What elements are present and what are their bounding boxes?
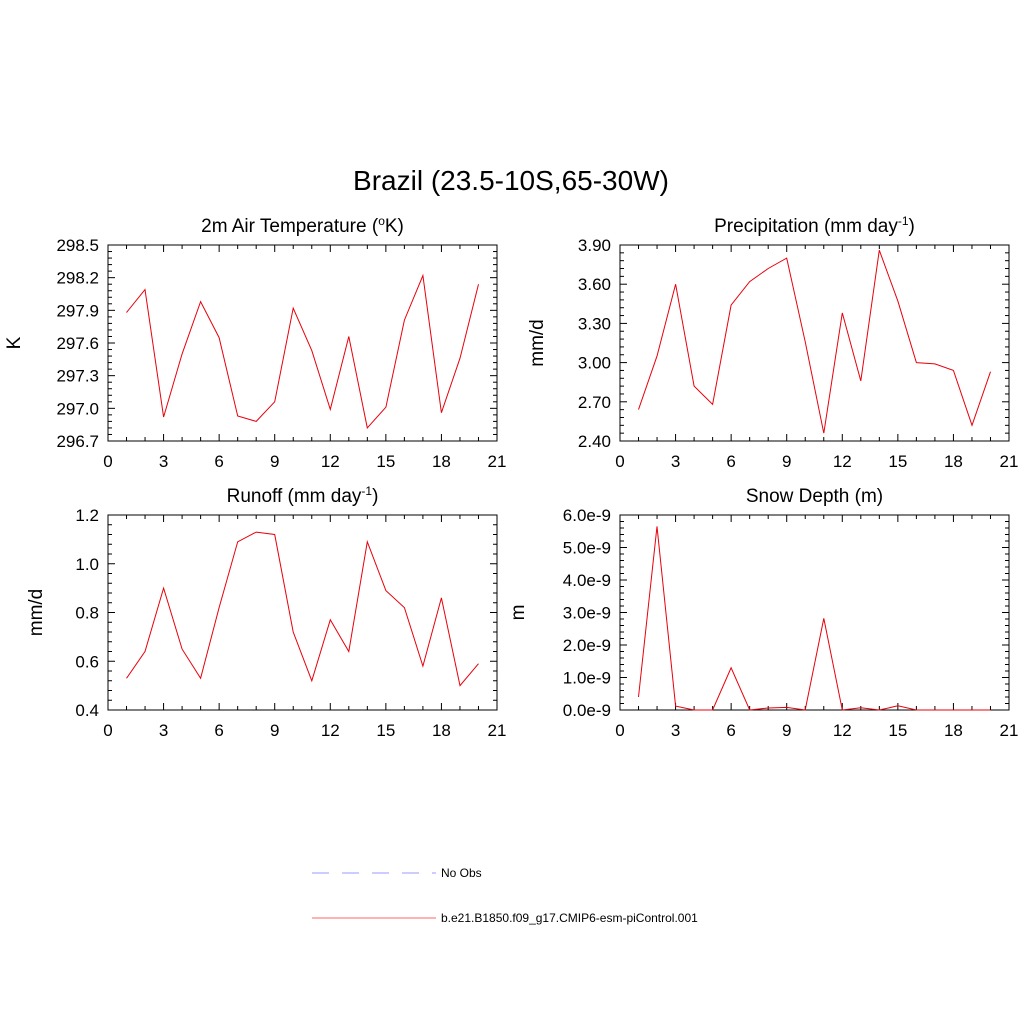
x-tick-label: 6: [214, 721, 223, 740]
x-tick-label: 0: [103, 452, 112, 471]
chart-panel-3: Runoff (mm day-1) mm/d 0 3 6 9 12 15 18 21 0.4 0.6 0…: [26, 484, 506, 740]
plot-frame: [107, 244, 498, 442]
x-tick-label: 0: [103, 721, 112, 740]
chart-panels: 2m Air Temperature (oK) K 0 3 6 9 12 15 18 21 296.…: [4, 214, 1018, 740]
x-tick-label: 18: [432, 452, 451, 471]
x-tick-label: 15: [376, 721, 395, 740]
x-tick-label: 0: [615, 721, 624, 740]
y-tick-label: 3.60: [578, 275, 611, 294]
legend-label: No Obs: [441, 866, 482, 880]
y-tick-label: 1.0e-9: [563, 669, 611, 688]
x-tick-label: 21: [1000, 721, 1019, 740]
panel-title: Snow Depth (m): [746, 486, 883, 507]
y-tick-label: 4.0e-9: [563, 571, 611, 590]
x-tick-label: 18: [944, 721, 963, 740]
x-tick-label: 18: [432, 721, 451, 740]
series-line: [126, 531, 479, 687]
x-tick-label: 9: [270, 721, 279, 740]
y-tick-label: 5.0e-9: [563, 539, 611, 558]
x-tick-label: 21: [1000, 452, 1019, 471]
chart-panel-1: 2m Air Temperature (oK) K 0 3 6 9 12 15 18 21 296.…: [4, 214, 506, 471]
plot-frame: [619, 244, 1010, 442]
y-tick-label: 3.00: [578, 354, 611, 373]
x-tick-label: 9: [782, 452, 791, 471]
y-tick-label: 6.0e-9: [563, 506, 611, 525]
x-tick-label: 6: [726, 452, 735, 471]
chart-panel-4: Snow Depth (m) m 0 3 6 9 12 15 18 21 0.0e-9 1.0e-9 2…: [508, 486, 1018, 740]
y-tick-label: 296.7: [56, 432, 99, 451]
y-tick-label: 1.0: [75, 555, 99, 574]
y-tick-label: 0.8: [75, 604, 99, 623]
y-axis-label: mm/d: [26, 589, 47, 637]
x-tick-label: 21: [488, 452, 507, 471]
y-tick-label: 297.9: [56, 301, 99, 320]
y-tick-label: 2.0e-9: [563, 636, 611, 655]
y-tick-label: 3.0e-9: [563, 604, 611, 623]
y-tick-label: 297.6: [56, 334, 99, 353]
y-tick-label: 298.2: [56, 269, 99, 288]
y-tick-label: 0.0e-9: [563, 701, 611, 720]
y-tick-label: 3.30: [578, 314, 611, 333]
x-tick-label: 12: [833, 452, 852, 471]
x-tick-label: 0: [615, 452, 624, 471]
chart-panel-2: Precipitation (mm day-1) mm/d 0 3 6 9 12 15 18 21…: [527, 214, 1018, 471]
y-tick-label: 3.90: [578, 236, 611, 255]
x-tick-label: 3: [159, 452, 168, 471]
legend-label: b.e21.B1850.f09_g17.CMIP6-esm-piControl.…: [441, 911, 698, 925]
x-tick-label: 3: [671, 452, 680, 471]
x-tick-label: 6: [726, 721, 735, 740]
y-tick-label: 297.0: [56, 399, 99, 418]
y-tick-label: 1.2: [75, 506, 99, 525]
x-tick-label: 12: [833, 721, 852, 740]
x-tick-label: 12: [321, 721, 340, 740]
figure-title: Brazil (23.5-10S,65-30W): [353, 165, 669, 196]
y-tick-label: 2.70: [578, 393, 611, 412]
x-tick-label: 9: [782, 721, 791, 740]
series-line: [638, 526, 991, 711]
x-tick-label: 15: [888, 721, 907, 740]
y-tick-label: 2.40: [578, 432, 611, 451]
plot-frame: [107, 514, 498, 711]
y-axis-label: mm/d: [527, 319, 548, 367]
y-axis-label: K: [4, 336, 25, 349]
series-line: [126, 273, 479, 429]
y-tick-label: 0.4: [75, 701, 99, 720]
panel-title: Runoff (mm day-1): [227, 484, 379, 507]
panel-title: 2m Air Temperature (oK): [201, 214, 404, 237]
panel-title: Precipitation (mm day-1): [714, 214, 915, 237]
y-tick-label: 297.3: [56, 367, 99, 386]
x-tick-label: 3: [159, 721, 168, 740]
plot-frame: [619, 514, 1010, 711]
x-tick-label: 12: [321, 452, 340, 471]
x-tick-label: 6: [214, 452, 223, 471]
x-tick-label: 15: [888, 452, 907, 471]
y-tick-label: 298.5: [56, 236, 99, 255]
y-axis-label: m: [508, 605, 529, 621]
x-tick-label: 3: [671, 721, 680, 740]
y-tick-label: 0.6: [75, 652, 99, 671]
legend: No Obs b.e21.B1850.f09_g17.CMIP6-esm-piCo…: [312, 866, 698, 925]
x-tick-label: 18: [944, 452, 963, 471]
x-tick-label: 9: [270, 452, 279, 471]
series-line: [638, 250, 991, 434]
x-tick-label: 21: [488, 721, 507, 740]
x-tick-label: 15: [376, 452, 395, 471]
